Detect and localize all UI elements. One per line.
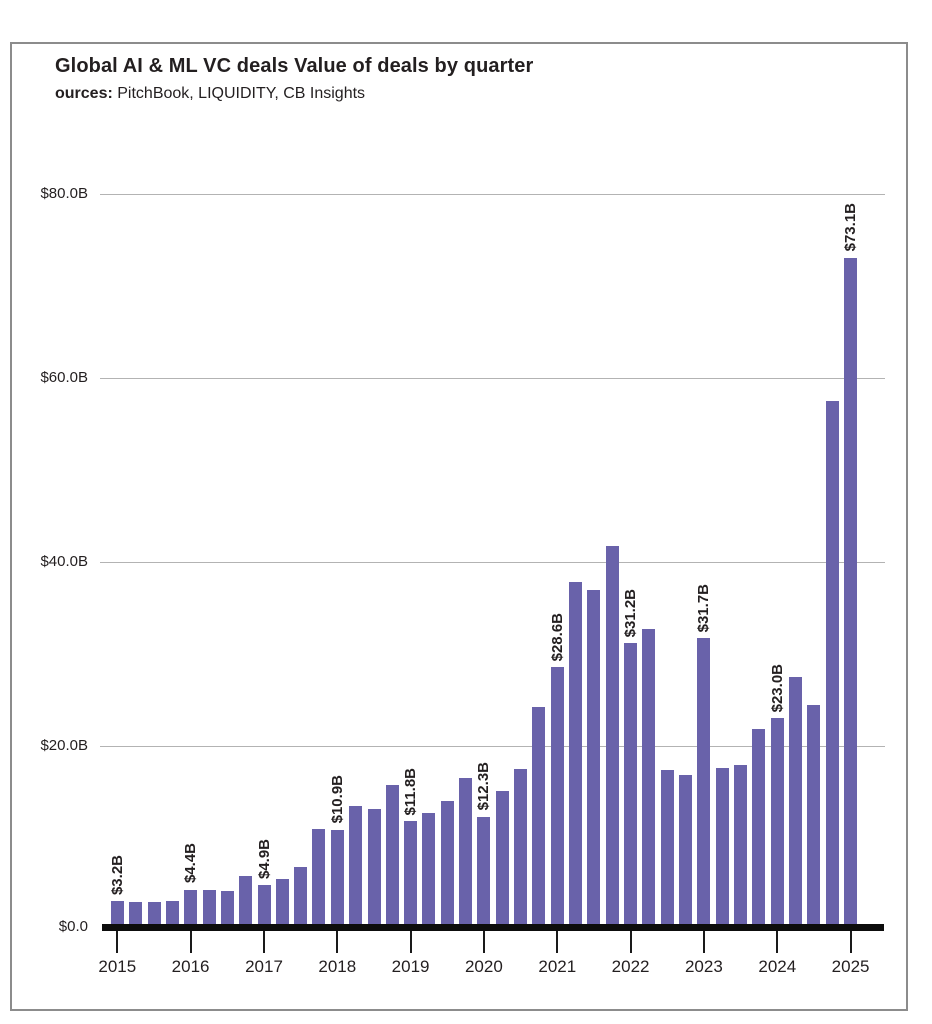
bar-2021-q1 <box>550 666 564 930</box>
x-axis-year-2021: 2021 <box>538 957 577 976</box>
bar-2022-q4 <box>679 775 693 930</box>
bar-2015-q2 <box>129 901 143 930</box>
bar-2024-q2 <box>789 677 803 930</box>
bar-value-label: $11.8B <box>402 767 420 816</box>
x-axis-year-2023: 2023 <box>684 957 723 976</box>
x-axis-tick-2024 <box>776 931 779 953</box>
bar-2018-q4 <box>385 784 399 930</box>
y-axis-label: $80.0B <box>40 185 88 202</box>
y-axis-label: $0.0 <box>58 917 88 935</box>
bar-2020-q4 <box>532 707 546 930</box>
bar-2024-q1 <box>770 718 784 930</box>
x-axis-year-2025: 2025 <box>831 957 870 976</box>
bar-2020-q2 <box>495 791 509 930</box>
x-axis-tick-2023 <box>702 931 705 953</box>
x-axis-year-2019: 2019 <box>391 957 430 976</box>
bar-2023-q1 <box>697 638 711 930</box>
bar-2020-q1 <box>477 816 491 930</box>
bar-value-label: $23.0B <box>768 664 786 713</box>
bar-2015-q1 <box>110 900 124 930</box>
bar-value-label: $73.1B <box>842 203 860 252</box>
source-names: PitchBook, LIQUIDITY, CB Insights <box>112 85 366 102</box>
bar-2018-q2 <box>349 805 363 930</box>
x-axis-tick-2015 <box>116 931 119 953</box>
bar-2019-q3 <box>440 801 454 930</box>
bar-2019-q4 <box>459 778 473 930</box>
bar-value-label: $31.2B <box>622 588 640 637</box>
bar-2018-q1 <box>330 829 344 930</box>
bar-2017-q4 <box>312 828 326 930</box>
bar-2024-q3 <box>807 704 821 930</box>
gridline-40 <box>100 562 885 563</box>
bar-value-label: $4.9B <box>255 838 273 879</box>
bar-2023-q4 <box>752 728 766 930</box>
x-axis-year-2022: 2022 <box>611 957 650 976</box>
x-axis-tick-2016 <box>189 931 192 953</box>
x-axis-tick-2020 <box>482 931 485 953</box>
bar-2023-q3 <box>734 765 748 930</box>
x-axis-tick-2019 <box>409 931 412 953</box>
bar-2023-q2 <box>715 768 729 930</box>
bar-value-label: $3.2B <box>108 854 126 895</box>
bar-2016-q2 <box>202 889 216 930</box>
bar-2021-q4 <box>605 546 619 930</box>
bar-value-label: $12.3B <box>475 762 493 811</box>
bar-2016-q1 <box>184 889 198 930</box>
gridline-60 <box>100 378 885 379</box>
bar-value-label: $28.6B <box>548 612 566 661</box>
bar-2016-q3 <box>220 891 234 930</box>
chart-source: ources: PitchBook, LIQUIDITY, CB Insight… <box>55 85 365 103</box>
x-axis-year-2018: 2018 <box>318 957 357 976</box>
bar-value-label: $10.9B <box>328 775 346 824</box>
bar-2024-q4 <box>825 401 839 930</box>
x-axis-year-2024: 2024 <box>758 957 797 976</box>
gridline-80 <box>100 194 885 195</box>
bar-2021-q3 <box>587 589 601 930</box>
x-axis-tick-2022 <box>629 931 632 953</box>
gridline-20 <box>100 746 885 747</box>
y-axis-label: $40.0B <box>40 553 88 570</box>
bar-2017-q3 <box>294 866 308 930</box>
chart-title: Global AI & ML VC deals Value of deals b… <box>55 55 534 77</box>
bar-2016-q4 <box>239 875 253 930</box>
bar-2015-q3 <box>147 901 161 930</box>
bar-2015-q4 <box>165 900 179 930</box>
y-axis-label: $60.0B <box>40 369 88 386</box>
x-axis-year-2017: 2017 <box>245 957 283 976</box>
bar-2025-q1 <box>844 257 858 930</box>
x-axis-year-2015: 2015 <box>98 957 137 976</box>
bar-2019-q1 <box>404 821 418 930</box>
x-axis-tick-2025 <box>849 931 852 953</box>
y-axis-label: $20.0B <box>40 737 88 754</box>
bar-2017-q1 <box>257 884 271 930</box>
bar-value-label: $31.7B <box>695 584 713 633</box>
bar-2022-q1 <box>624 643 638 930</box>
bar-2017-q2 <box>275 878 289 930</box>
bar-value-label: $4.4B <box>182 843 200 884</box>
source-prefix: ources: <box>55 85 113 102</box>
x-axis-line <box>102 924 884 931</box>
x-axis-tick-2017 <box>263 931 265 953</box>
bar-2021-q2 <box>569 582 583 930</box>
x-axis-tick-2021 <box>556 931 559 953</box>
x-axis-year-2020: 2020 <box>464 957 503 976</box>
bar-2022-q2 <box>642 629 656 930</box>
bar-2019-q2 <box>422 813 436 930</box>
x-axis-tick-2018 <box>336 931 339 953</box>
bar-2022-q3 <box>660 769 674 930</box>
bar-2018-q3 <box>367 808 381 930</box>
x-axis-year-2016: 2016 <box>171 957 210 976</box>
bar-2020-q3 <box>514 769 528 930</box>
